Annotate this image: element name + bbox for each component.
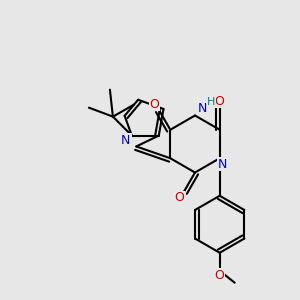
Text: O: O <box>215 95 225 108</box>
Text: N: N <box>198 101 207 115</box>
Text: O: O <box>150 98 160 111</box>
Text: O: O <box>174 191 184 205</box>
Text: H: H <box>207 97 216 107</box>
Text: O: O <box>215 269 225 282</box>
Text: N: N <box>121 134 130 147</box>
Text: H: H <box>123 134 131 144</box>
Text: N: N <box>218 158 227 171</box>
